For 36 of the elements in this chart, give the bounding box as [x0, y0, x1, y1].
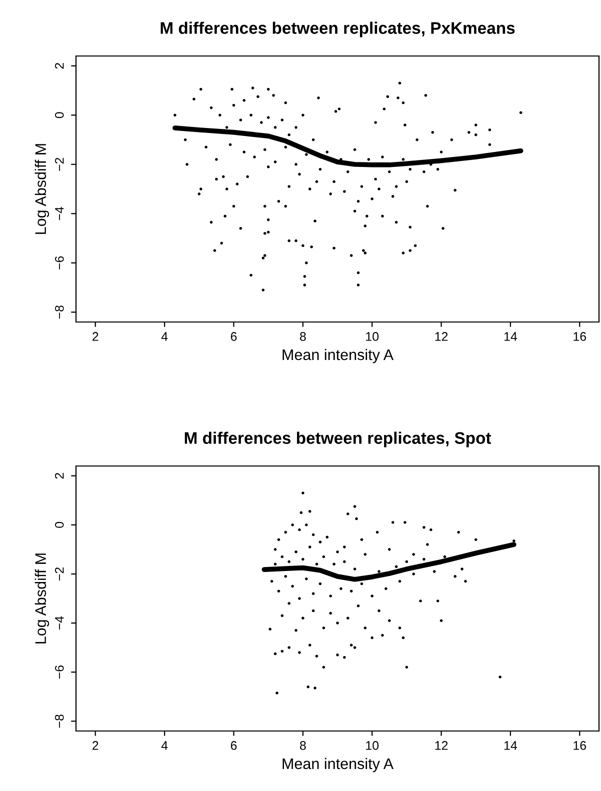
x-tick-label: 6	[230, 741, 237, 750]
y-tick-label: −8	[54, 714, 64, 728]
y-tick-label: 2	[54, 63, 64, 69]
y-tick-label: −8	[54, 306, 64, 319]
x-tick-label: 16	[574, 741, 586, 750]
x-axis-title: Mean intensity A	[282, 758, 394, 772]
y-tick-label: −2	[54, 567, 64, 580]
x-tick-label: 8	[300, 332, 306, 341]
line-series	[262, 542, 516, 582]
y-axis-title: Log Absdiff M	[34, 554, 50, 644]
x-tick-label: 2	[92, 741, 98, 750]
x-tick-label: 12	[435, 741, 448, 750]
x-tick-label: 14	[504, 741, 518, 750]
y-tick-label: 2	[54, 472, 64, 479]
y-axis-title: Log Absdiff M	[34, 144, 50, 234]
x-tick-label: 14	[504, 332, 518, 341]
x-axis-title: Mean intensity A	[282, 348, 394, 364]
y-tick-label: 0	[54, 112, 64, 118]
line-series	[172, 125, 524, 168]
chart-title: M differences between replicates, Spot	[184, 432, 492, 448]
x-tick-label: 6	[230, 332, 237, 341]
x-tick-label: 4	[161, 741, 168, 750]
y-tick-label: −6	[54, 256, 64, 270]
y-tick-label: 0	[54, 522, 64, 528]
x-tick-label: 10	[366, 741, 379, 750]
x-tick-label: 2	[92, 332, 98, 341]
y-tick-label: −4	[55, 616, 64, 630]
x-tick-label: 12	[435, 332, 448, 341]
x-tick-label: 4	[161, 332, 168, 341]
chart-title: M differences between replicates, PxKmeans	[160, 22, 515, 38]
y-tick-label: −2	[54, 158, 64, 171]
x-tick-label: 16	[574, 332, 586, 341]
x-tick-label: 8	[300, 741, 306, 750]
y-tick-label: −6	[54, 666, 64, 679]
x-tick-label: 10	[366, 332, 379, 341]
y-tick-label: −4	[55, 206, 64, 220]
